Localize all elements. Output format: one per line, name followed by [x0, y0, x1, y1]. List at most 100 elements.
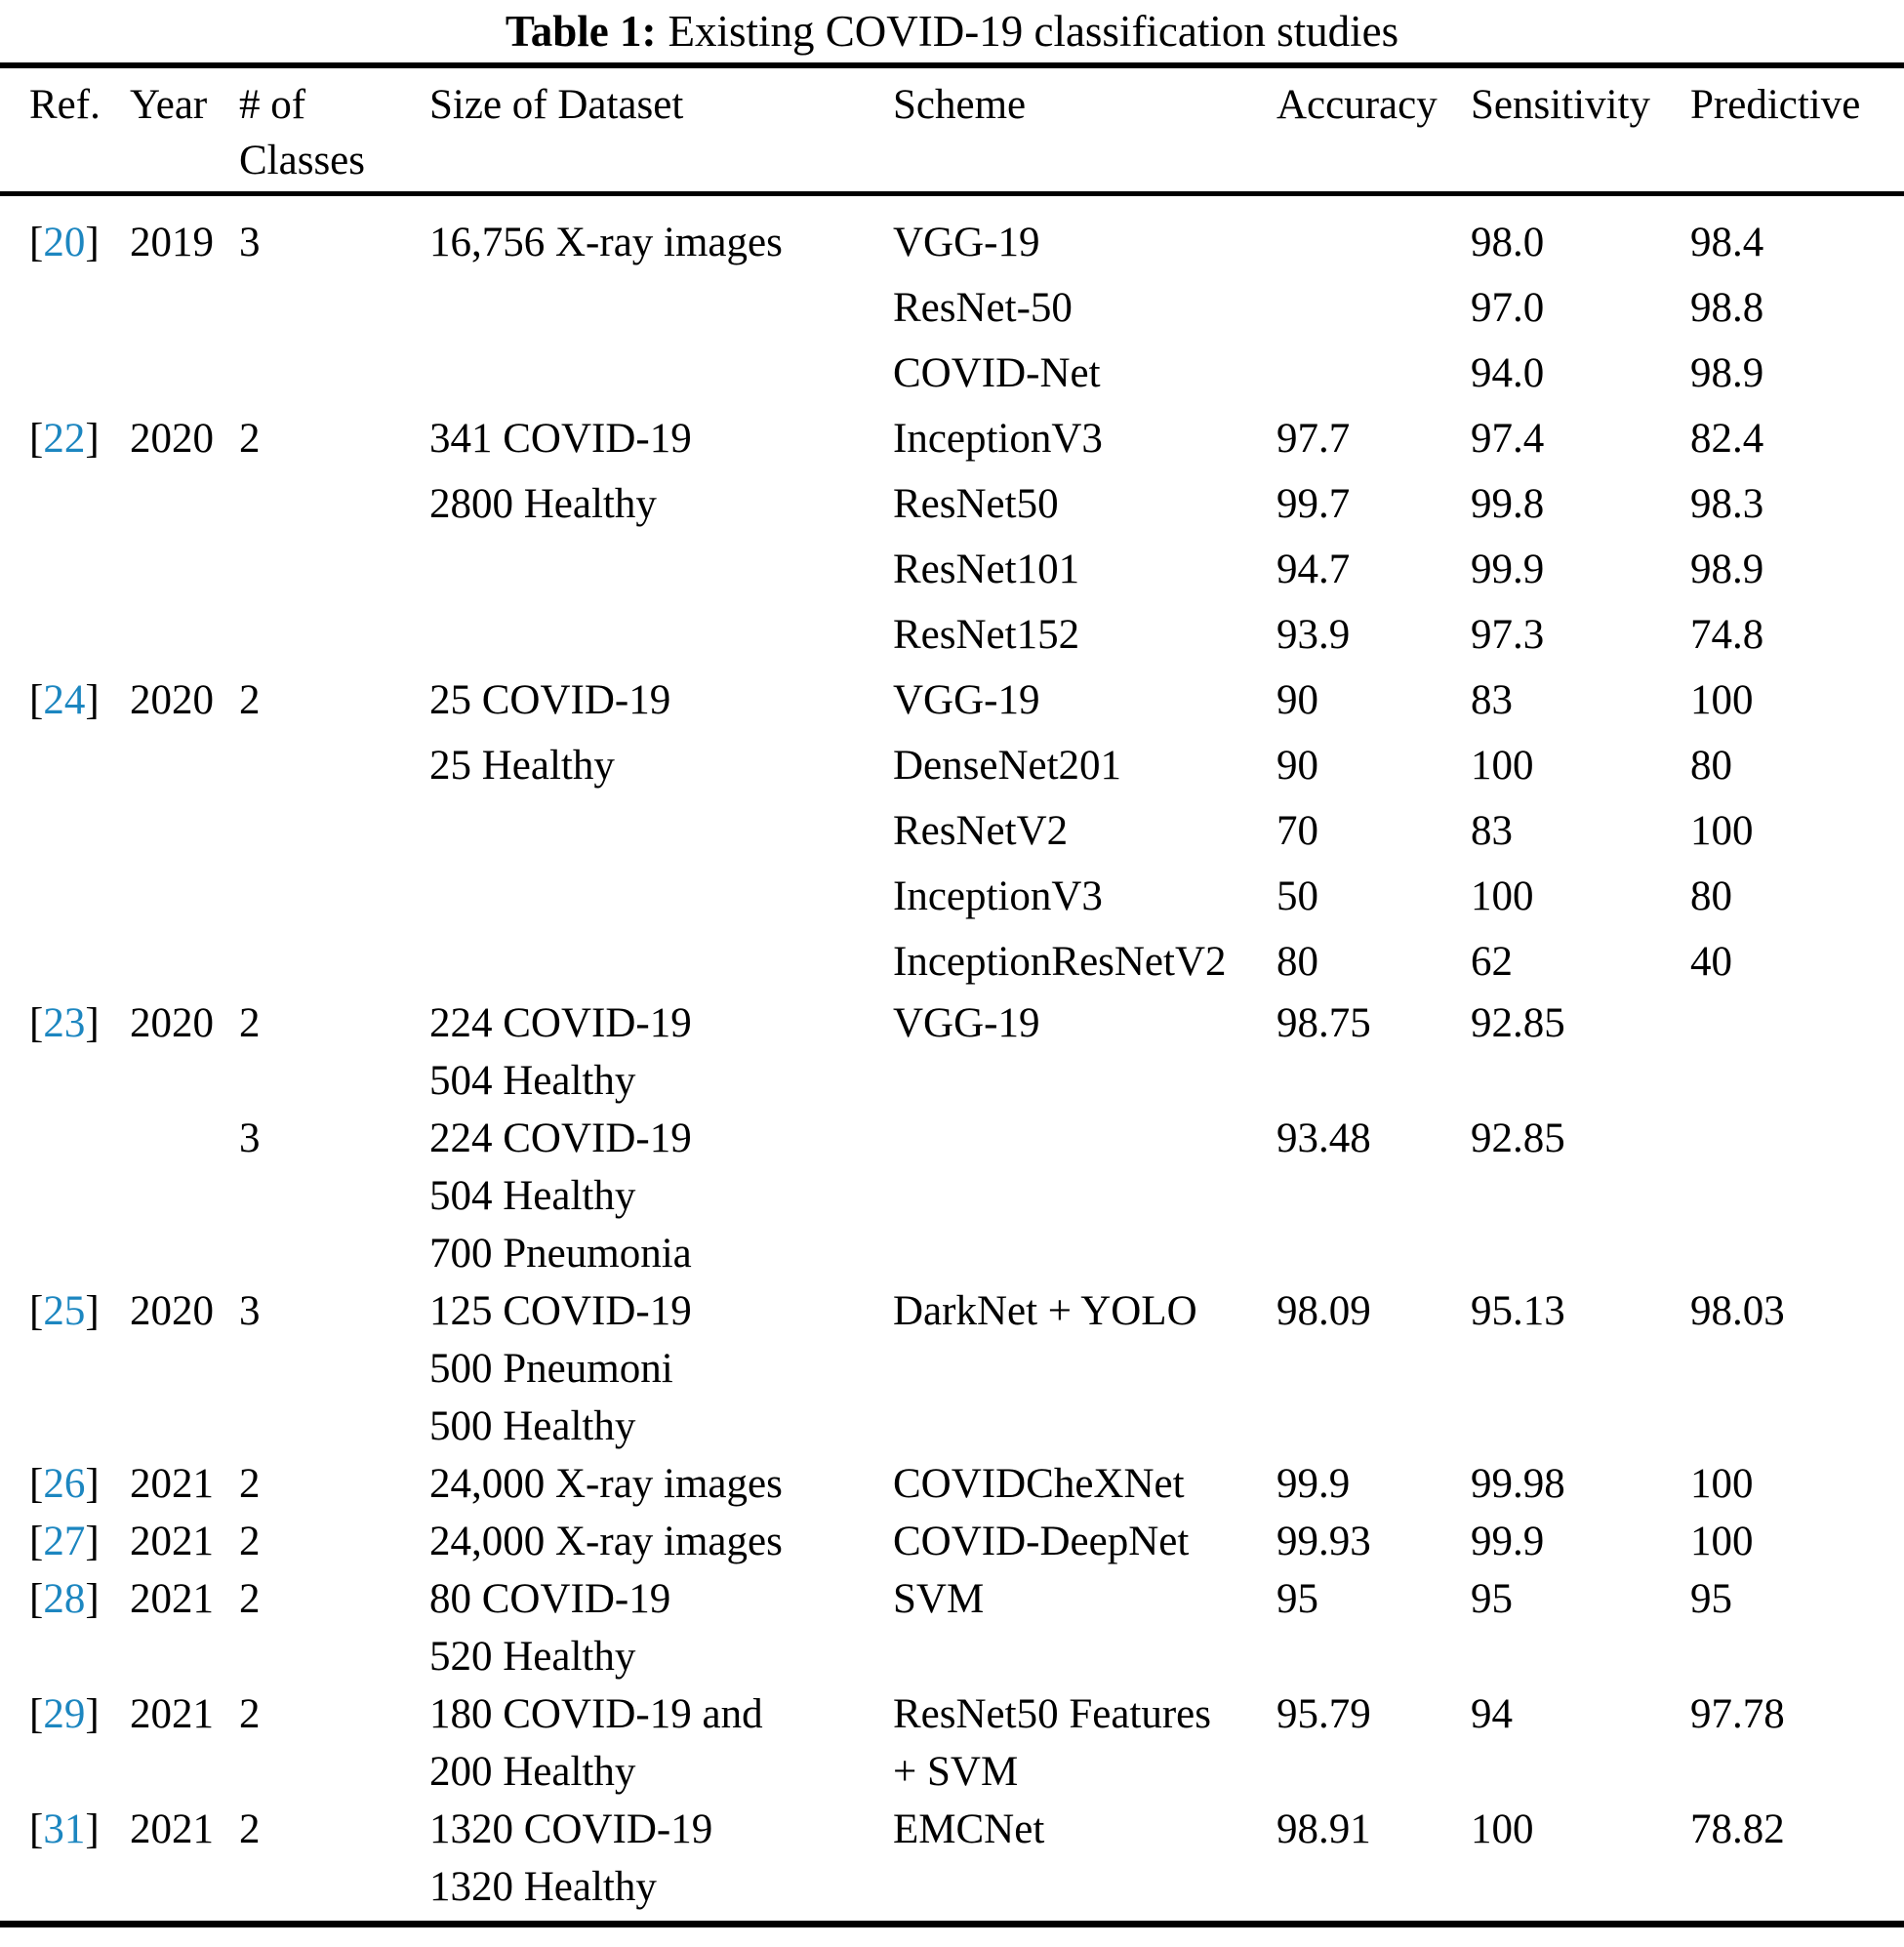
cell-predictive: 98.3	[1690, 481, 1764, 527]
table-row: InceptionResNetV2 80 62 40	[29, 929, 1875, 994]
cell-accuracy: 90	[1276, 743, 1318, 789]
table-row: [23] 2020 2 224 COVID-19 VGG-19 98.75 92.85	[29, 994, 1875, 1052]
cell-dataset: 25 Healthy	[429, 743, 615, 789]
cell-dataset: 180 COVID-19 and	[429, 1691, 763, 1737]
table-row: [28] 2021 2 80 COVID-19 SVM 95 95 95	[29, 1570, 1875, 1628]
citation-link[interactable]: 20	[43, 220, 86, 265]
cell-year: 2020	[130, 1000, 214, 1046]
cell-classes: 2	[239, 1806, 261, 1852]
col-header-sensitivity: Sensitivity	[1471, 82, 1650, 128]
cell-scheme: DarkNet + YOLO	[893, 1288, 1197, 1334]
table-row: 500 Healthy	[29, 1398, 1875, 1455]
cell-accuracy: 98.91	[1276, 1806, 1371, 1852]
citation-link[interactable]: 23	[43, 1000, 86, 1046]
cell-accuracy: 99.7	[1276, 481, 1351, 527]
table-row: InceptionV3 50 100 80	[29, 864, 1875, 929]
cell-classes: 2	[239, 1576, 261, 1622]
cell-scheme: ResNet-50	[893, 285, 1073, 331]
citation-link[interactable]: 31	[43, 1806, 86, 1852]
citation-link[interactable]: 29	[43, 1691, 86, 1737]
col-header-accuracy: Accuracy	[1276, 82, 1438, 128]
table-body: [20] 2019 3 16,756 X-ray images VGG-19 98.0 98…	[29, 210, 1875, 1916]
cell-sensitivity: 99.8	[1471, 481, 1545, 527]
citation-bracket-open: [	[29, 1691, 44, 1737]
cell-accuracy: 50	[1276, 873, 1318, 919]
cell-year: 2021	[130, 1576, 214, 1622]
cell-predictive: 98.9	[1690, 350, 1764, 396]
cell-dataset: 2800 Healthy	[429, 481, 657, 527]
citation-bracket-open: [	[29, 1288, 44, 1334]
cell-year: 2021	[130, 1691, 214, 1737]
cell-scheme: VGG-19	[893, 677, 1040, 723]
cell-scheme: ResNet50 Features	[893, 1691, 1212, 1737]
cell-dataset: 24,000 X-ray images	[429, 1519, 783, 1564]
cell-sensitivity: 95.13	[1471, 1288, 1565, 1334]
table-caption: Table 1: Existing COVID-19 classification…	[0, 6, 1904, 57]
citation-bracket-close: ]	[85, 1519, 100, 1564]
cell-sensitivity: 92.85	[1471, 1000, 1565, 1046]
cell-classes: 2	[239, 677, 261, 723]
cell-dataset: 520 Healthy	[429, 1634, 636, 1680]
cell-scheme: ResNetV2	[893, 808, 1069, 854]
table-row: 504 Healthy	[29, 1052, 1875, 1110]
col-header-dataset: Size of Dataset	[429, 82, 684, 128]
cell-dataset: 504 Healthy	[429, 1173, 636, 1219]
col-header-scheme: Scheme	[893, 82, 1027, 128]
table-row: 3 224 COVID-19 93.48 92.85	[29, 1110, 1875, 1167]
citation-bracket-open: [	[29, 677, 44, 723]
cell-sensitivity: 62	[1471, 939, 1513, 985]
cell-predictive: 82.4	[1690, 416, 1764, 462]
table-header-row: Ref. Year # of Classes Size of Dataset S…	[29, 77, 1875, 188]
citation-bracket-close: ]	[85, 1461, 100, 1507]
cell-scheme: COVID-Net	[893, 350, 1101, 396]
citation-bracket-close: ]	[85, 1576, 100, 1622]
citation-link[interactable]: 22	[43, 416, 86, 462]
cell-predictive: 40	[1690, 939, 1732, 985]
cell-dataset: 224 COVID-19	[429, 1115, 692, 1161]
table-bottom-rule	[0, 1921, 1904, 1927]
cell-sensitivity: 94	[1471, 1691, 1513, 1737]
cell-predictive: 98.4	[1690, 220, 1764, 265]
table-row: [20] 2019 3 16,756 X-ray images VGG-19 98.0 98…	[29, 210, 1875, 275]
cell-dataset: 24,000 X-ray images	[429, 1461, 783, 1507]
table-row: 2800 Healthy ResNet50 99.7 99.8 98.3	[29, 471, 1875, 537]
citation-link[interactable]: 24	[43, 677, 86, 723]
col-header-year: Year	[130, 82, 208, 128]
cell-accuracy: 95.79	[1276, 1691, 1371, 1737]
cell-accuracy: 95	[1276, 1576, 1318, 1622]
col-header-classes: # of Classes	[239, 77, 429, 188]
citation-link[interactable]: 27	[43, 1519, 86, 1564]
table-row: [24] 2020 2 25 COVID-19 VGG-19 90 83 100	[29, 668, 1875, 733]
cell-sensitivity: 97.0	[1471, 285, 1545, 331]
table-row: 25 Healthy DenseNet201 90 100 80	[29, 733, 1875, 798]
cell-dataset: 16,756 X-ray images	[429, 220, 783, 265]
cell-classes: 2	[239, 1519, 261, 1564]
col-header-predictive: Predictive	[1690, 82, 1861, 128]
cell-accuracy: 98.75	[1276, 1000, 1371, 1046]
cell-sensitivity: 99.98	[1471, 1461, 1565, 1507]
cell-predictive: 98.9	[1690, 547, 1764, 592]
table-row: 520 Healthy	[29, 1628, 1875, 1685]
citation-link[interactable]: 26	[43, 1461, 86, 1507]
cell-scheme: DenseNet201	[893, 743, 1122, 789]
citation-link[interactable]: 28	[43, 1576, 86, 1622]
cell-sensitivity: 99.9	[1471, 1519, 1545, 1564]
cell-ref: [22]	[29, 415, 130, 463]
cell-scheme: COVIDCheXNet	[893, 1461, 1185, 1507]
table-caption-text: Existing COVID-19 classification studies	[668, 7, 1399, 56]
cell-predictive: 98.8	[1690, 285, 1764, 331]
table-row: COVID-Net 94.0 98.9	[29, 341, 1875, 406]
cell-ref: [28]	[29, 1575, 130, 1623]
cell-accuracy: 97.7	[1276, 416, 1351, 462]
citation-link[interactable]: 25	[43, 1288, 86, 1334]
cell-accuracy: 93.48	[1276, 1115, 1371, 1161]
cell-dataset: 1320 Healthy	[429, 1864, 657, 1910]
cell-predictive: 97.78	[1690, 1691, 1785, 1737]
cell-accuracy: 99.93	[1276, 1519, 1371, 1564]
cell-scheme: EMCNet	[893, 1806, 1045, 1852]
citation-bracket-close: ]	[85, 220, 100, 265]
cell-sensitivity: 100	[1471, 873, 1534, 919]
cell-sensitivity: 92.85	[1471, 1115, 1565, 1161]
cell-predictive: 100	[1690, 1519, 1754, 1564]
